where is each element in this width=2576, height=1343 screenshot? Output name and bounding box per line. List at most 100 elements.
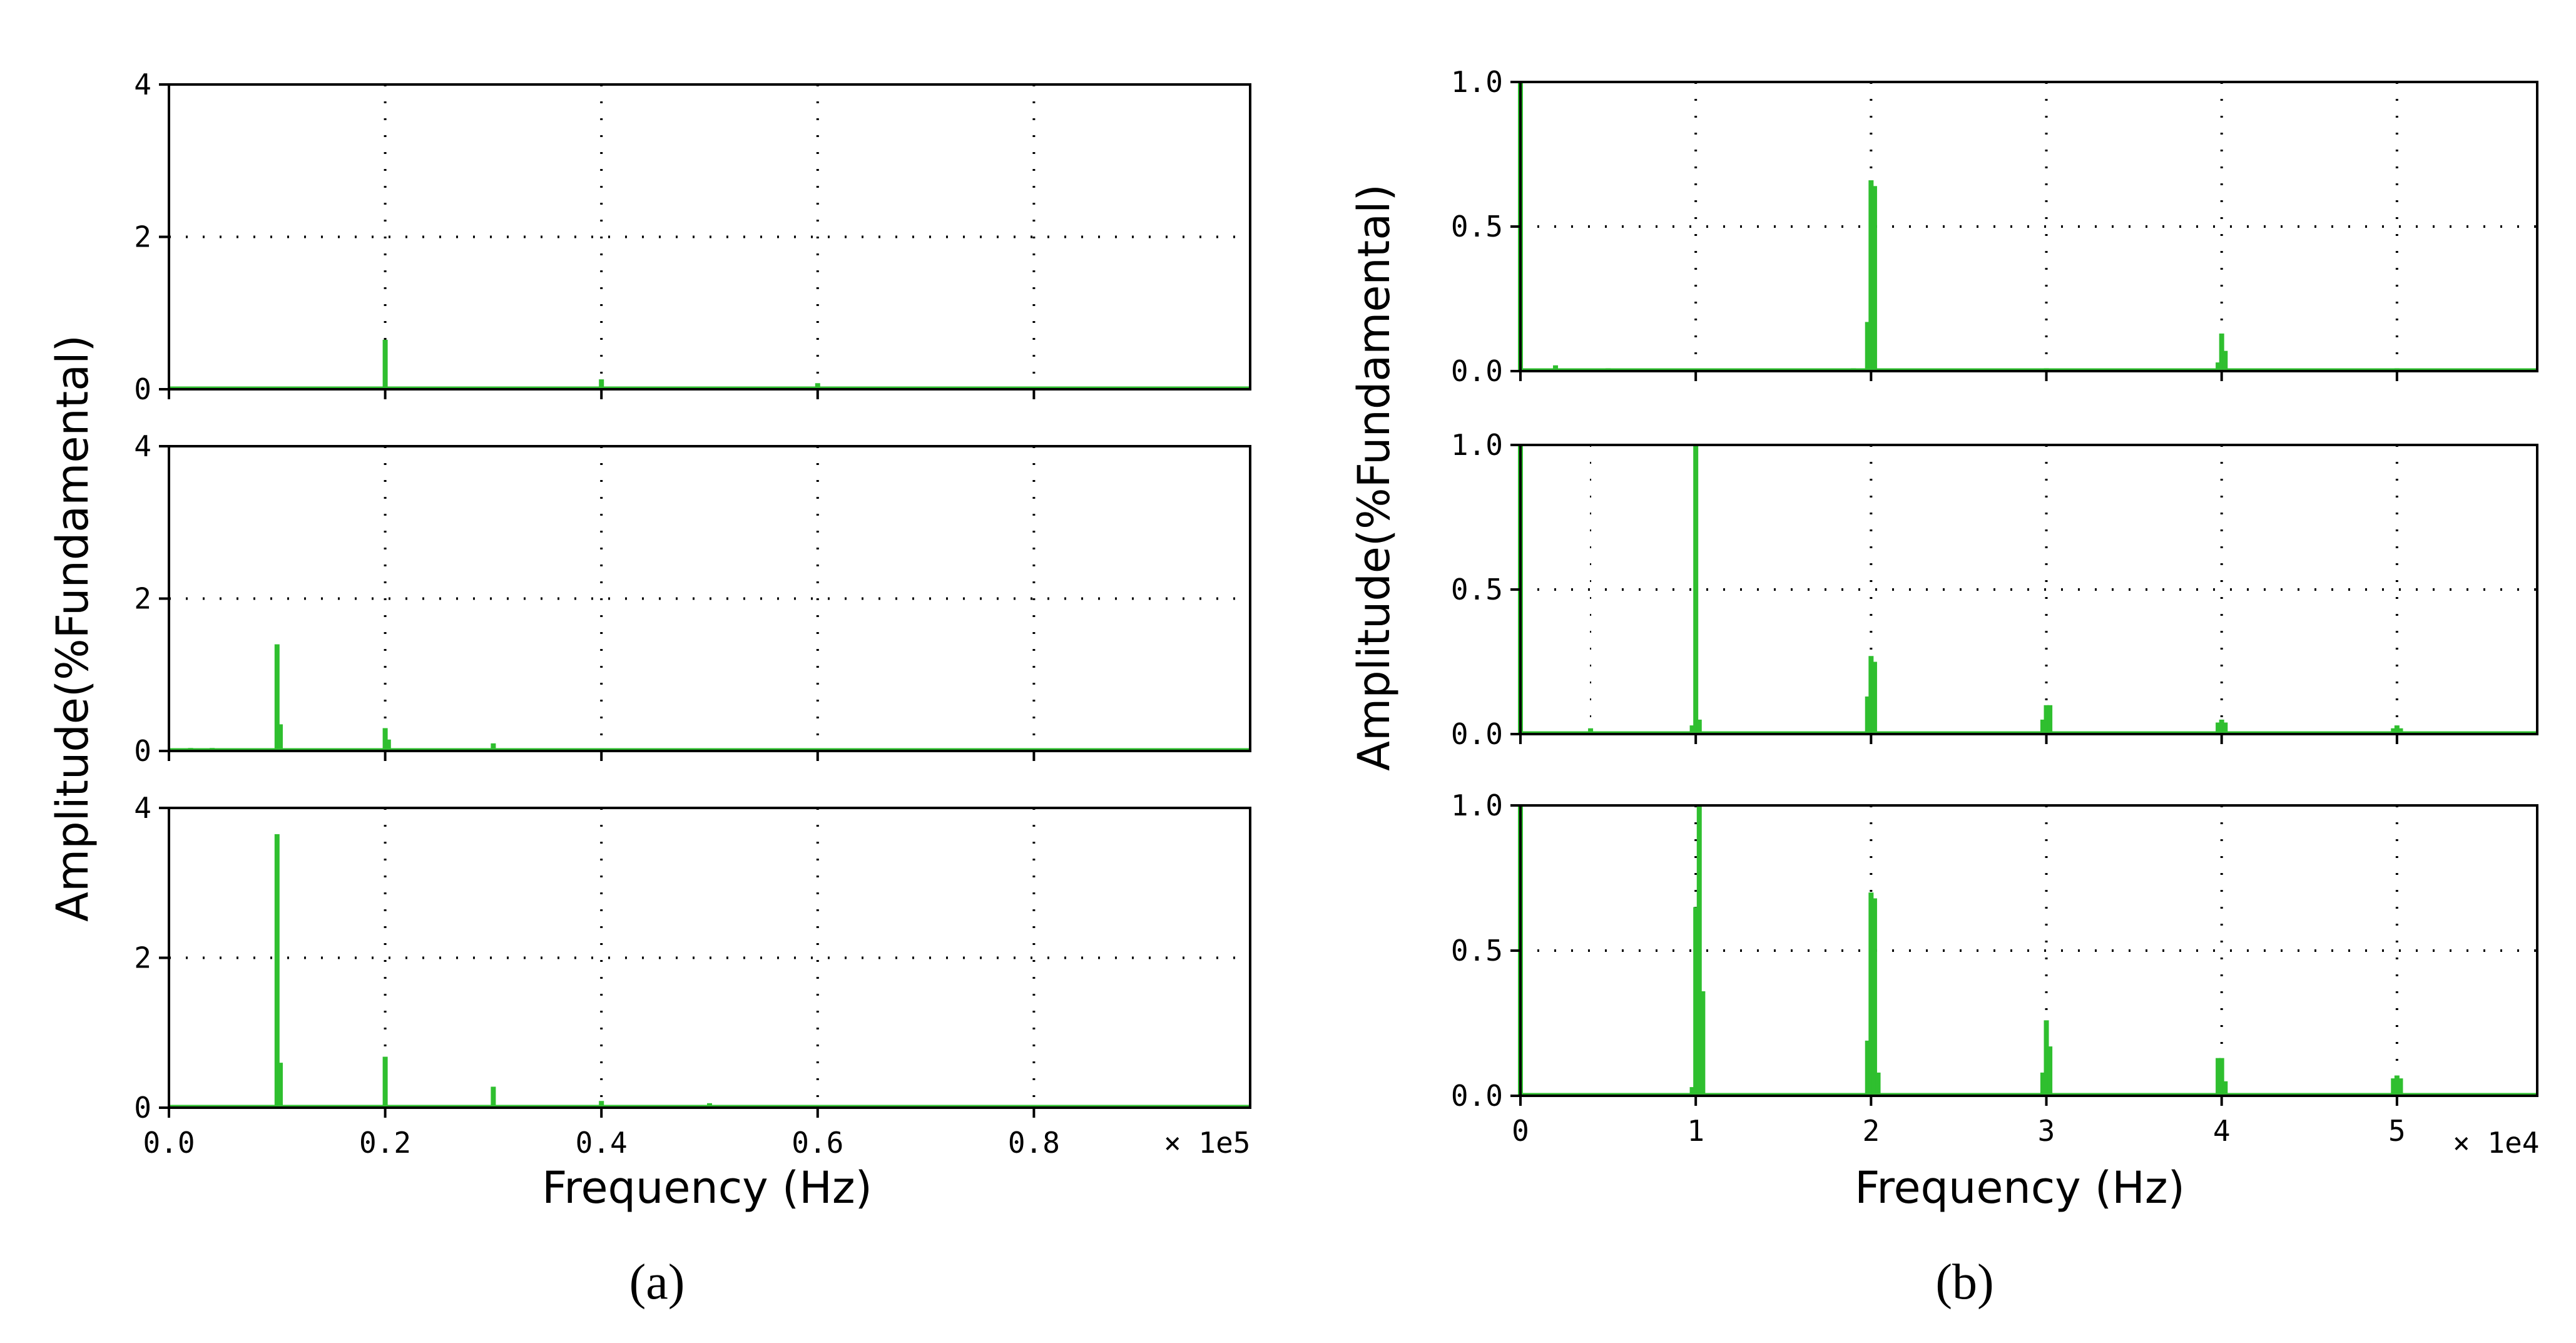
spectrum-bar <box>2391 728 2396 734</box>
spectrum-bar <box>2394 368 2400 371</box>
spectrum-bar <box>1553 365 1559 371</box>
y-tick-label: 4 <box>134 791 151 825</box>
x-tick-label: 1 <box>1687 1114 1704 1148</box>
spectrum-bar <box>1689 725 1695 734</box>
x-tick-label: 0.2 <box>359 1126 411 1160</box>
spectrum-bar <box>2219 719 2224 734</box>
spectrum-bar <box>2222 722 2228 734</box>
spectrum-bar <box>599 379 604 389</box>
spectrum-bar <box>2040 1072 2045 1096</box>
spectrum-bar <box>1871 898 1877 1096</box>
x-tick-label: 0.4 <box>576 1126 628 1160</box>
spectrum-bar <box>1865 696 1870 734</box>
x-tick-label: 5 <box>2388 1114 2406 1148</box>
y-tick-label: 1.0 <box>1451 789 1503 822</box>
spectrum-bar <box>385 739 391 751</box>
spectrum-bar <box>1868 656 1874 734</box>
spectrum-bar <box>2219 333 2224 371</box>
spectrum-bar <box>274 644 280 751</box>
spectrum-bar <box>707 1103 712 1108</box>
spectrum-bar <box>491 1086 496 1108</box>
y-tick-label: 0 <box>134 1091 151 1125</box>
spectrum-bar <box>2040 719 2045 734</box>
spectrum-bar <box>382 1056 388 1108</box>
spectrum-bar <box>1606 368 1611 371</box>
spectrum-bar <box>210 748 215 751</box>
spectrum-bar <box>1865 322 1870 371</box>
panel-b-subplot: 0.0 0.5 1.0 0 1 2 3 4 5 <box>1451 789 2538 1148</box>
panel-b: Amplitude(%Fundamental) Frequency (Hz) ×… <box>1348 65 2539 1310</box>
y-tick-label: 0 <box>134 372 151 406</box>
spectrum-bar <box>2216 722 2221 734</box>
y-tick-label: 1.0 <box>1451 428 1503 462</box>
y-tick-label: 2 <box>134 941 151 975</box>
panel-a-subplot: 0 2 4 <box>134 68 1251 406</box>
y-tick-label: 0.0 <box>1451 354 1503 388</box>
panel-b-xlabel: Frequency (Hz) <box>1855 1162 2185 1213</box>
spectrum-bar <box>491 743 496 751</box>
spectrum-bar <box>274 834 280 1108</box>
spectrum-bar <box>815 383 820 389</box>
y-tick-label: 0.5 <box>1451 934 1503 968</box>
spectrum-bar <box>1865 1040 1870 1096</box>
spectrum-bar <box>1868 892 1874 1096</box>
spectrum-bar <box>1851 368 1856 371</box>
panel-b-caption: (b) <box>1935 1255 1993 1310</box>
spectrum-bar <box>1696 805 1702 1096</box>
panel-a: Amplitude(%Fundamental) Frequency (Hz) ×… <box>47 68 1251 1310</box>
y-tick-label: 4 <box>134 68 151 101</box>
spectrum-bar <box>1700 991 1706 1096</box>
spectrum-bar <box>2047 705 2053 734</box>
y-tick-label: 0.0 <box>1451 1079 1503 1113</box>
panel-b-ylabel: Amplitude(%Fundamental) <box>1348 184 1400 771</box>
spectrum-bar <box>1875 1072 1881 1096</box>
spectrum-bar <box>2394 1075 2400 1096</box>
spectrum-bar <box>2394 725 2400 734</box>
y-tick-label: 0.0 <box>1451 717 1503 751</box>
spectrum-bar <box>2044 368 2049 371</box>
x-tick-label: 0.8 <box>1008 1126 1060 1160</box>
spectrum-bar <box>2047 1046 2053 1096</box>
spectrum-bar <box>1693 445 1699 734</box>
spectrum-bar <box>1588 728 1594 734</box>
spectrum-bar <box>2222 350 2228 371</box>
spectrum-bar <box>2398 1078 2403 1096</box>
panel-a-caption: (a) <box>629 1255 685 1310</box>
spectrum-bar <box>599 1101 604 1108</box>
x-tick-label: 4 <box>2213 1114 2231 1148</box>
panel-a-subplot: 0 2 4 0.0 0.2 0.4 0.6 0.8 <box>134 791 1251 1160</box>
spectrum-bar <box>382 728 388 751</box>
y-tick-label: 0.5 <box>1451 210 1503 243</box>
spectrum-bar <box>1689 1087 1695 1096</box>
spectrum-bar <box>188 748 193 751</box>
spectrum-bar <box>382 339 388 389</box>
x-tick-label: 0.6 <box>792 1126 843 1160</box>
panel-a-x-multiplier: × 1e5 <box>1164 1126 1250 1160</box>
spectrum-bar <box>2044 705 2049 734</box>
spectrum-bar <box>2222 1081 2228 1096</box>
spectrum-bar <box>1871 661 1877 734</box>
spectrum-bar <box>2391 1078 2396 1096</box>
y-tick-label: 2 <box>134 582 151 616</box>
spectrum-bar <box>1871 186 1877 371</box>
spectrum-bar <box>2216 1058 2221 1096</box>
spectrum-bar <box>277 724 283 751</box>
spectrum-bar <box>2216 362 2221 371</box>
panel-a-subplot: 0 2 4 <box>134 429 1251 768</box>
panel-b-subplot: 0.0 0.5 1.0 <box>1451 428 2538 751</box>
y-tick-label: 0 <box>134 734 151 768</box>
spectrum-bar <box>1693 907 1699 1096</box>
y-tick-label: 1.0 <box>1451 65 1503 99</box>
panel-b-subplot: 0.0 0.5 1.0 <box>1451 65 2538 388</box>
x-tick-label: 0.0 <box>143 1126 195 1160</box>
spectrum-bar <box>2398 728 2403 734</box>
spectrum-bar <box>2044 1020 2049 1096</box>
spectrum-bar <box>277 1063 283 1108</box>
panel-b-x-multiplier: × 1e4 <box>2453 1126 2539 1160</box>
panel-a-xlabel: Frequency (Hz) <box>542 1162 872 1213</box>
x-tick-label: 3 <box>2038 1114 2055 1148</box>
spectrum-bar <box>2219 1058 2224 1096</box>
y-tick-label: 2 <box>134 220 151 254</box>
panel-a-ylabel: Amplitude(%Fundamental) <box>47 335 98 922</box>
